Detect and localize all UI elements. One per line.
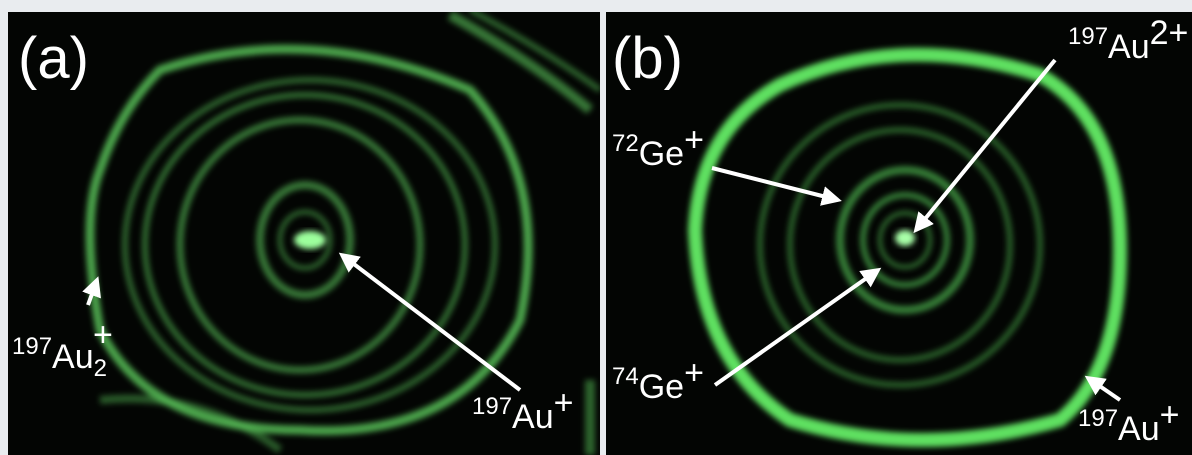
charge: + <box>1160 396 1180 434</box>
isotope-label: 197Au2+ <box>12 316 113 382</box>
isotope-label: 197Au+ <box>472 384 574 436</box>
isotope-label: 197Au2+ <box>1068 14 1188 66</box>
arrow <box>711 166 842 206</box>
mass-number: 197 <box>12 333 52 360</box>
charge: + <box>684 354 704 392</box>
arrow <box>913 58 1057 234</box>
element: Ge <box>639 368 684 406</box>
element: Ge <box>639 135 684 173</box>
arrow <box>338 252 522 392</box>
charge: + <box>554 384 574 422</box>
element: Au <box>52 338 94 376</box>
isotope-label: 197Au+ <box>1078 396 1180 448</box>
element: Au <box>1118 410 1160 448</box>
panel-label: (b) <box>612 26 683 91</box>
charge: + <box>93 316 113 354</box>
isotope-label: 74Ge+ <box>612 354 704 406</box>
mass-number: 74 <box>612 363 639 390</box>
mass-number: 197 <box>1068 23 1108 50</box>
charge: + <box>684 121 704 159</box>
mass-number: 197 <box>1078 405 1118 432</box>
mass-number: 72 <box>612 130 639 157</box>
arrows <box>82 58 1122 402</box>
panel-divider <box>600 12 606 455</box>
arrow <box>713 267 882 387</box>
charge: 2+ <box>1150 14 1189 52</box>
element: Au <box>512 398 554 436</box>
mass-number: 197 <box>472 393 512 420</box>
isotope-label: 72Ge+ <box>612 121 704 173</box>
panel-label: (a) <box>18 26 89 91</box>
labels: (a)197Au2+197Au+(b) 197Au2+72Ge+74Ge+197A… <box>12 14 1188 448</box>
arrow <box>82 276 101 306</box>
arrow <box>1084 375 1122 402</box>
subscript: 2 <box>94 355 107 382</box>
panel-a-image <box>8 12 600 455</box>
element: Au <box>1108 28 1150 66</box>
